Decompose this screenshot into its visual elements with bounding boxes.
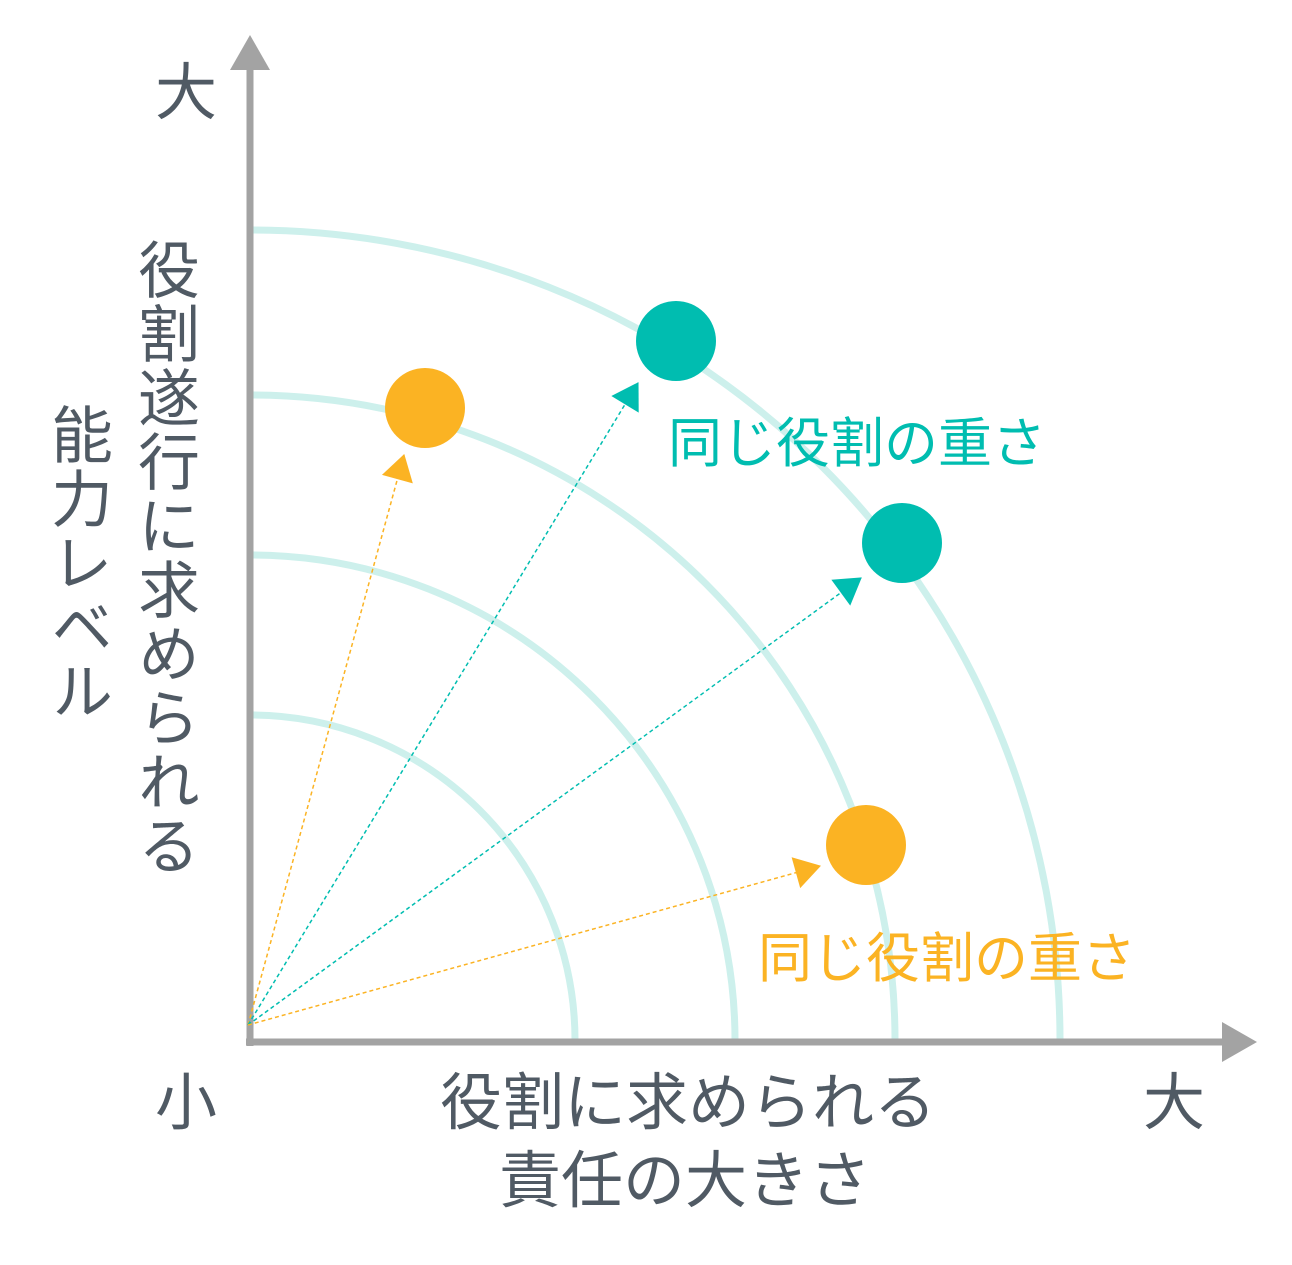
- point: [826, 805, 906, 885]
- y-high-label: 大: [155, 56, 218, 129]
- x-arrow: [1222, 1022, 1257, 1062]
- x-axis-title: 役割に求められる: [440, 1066, 937, 1139]
- vector: [247, 382, 639, 1026]
- arc: [249, 551, 739, 1041]
- point: [636, 301, 716, 381]
- annotation: 同じ役割の重さ: [758, 927, 1136, 990]
- point: [385, 368, 465, 448]
- y-axis-title: 能力レベル: [40, 403, 113, 723]
- arcs: [249, 226, 1064, 1041]
- vector: [247, 454, 413, 1026]
- y-axis-title: 役割遂行に求められる: [127, 238, 200, 878]
- x-axis-title: 責任の大きさ: [498, 1144, 871, 1217]
- point: [862, 503, 942, 583]
- x-high-label: 大: [1143, 1066, 1206, 1139]
- arc: [249, 226, 1064, 1041]
- vector: [247, 857, 821, 1026]
- y-arrow: [230, 35, 270, 70]
- annotation: 同じ役割の重さ: [668, 412, 1046, 475]
- arc: [249, 711, 579, 1041]
- vector: [247, 577, 862, 1026]
- origin-label: 小: [155, 1066, 218, 1139]
